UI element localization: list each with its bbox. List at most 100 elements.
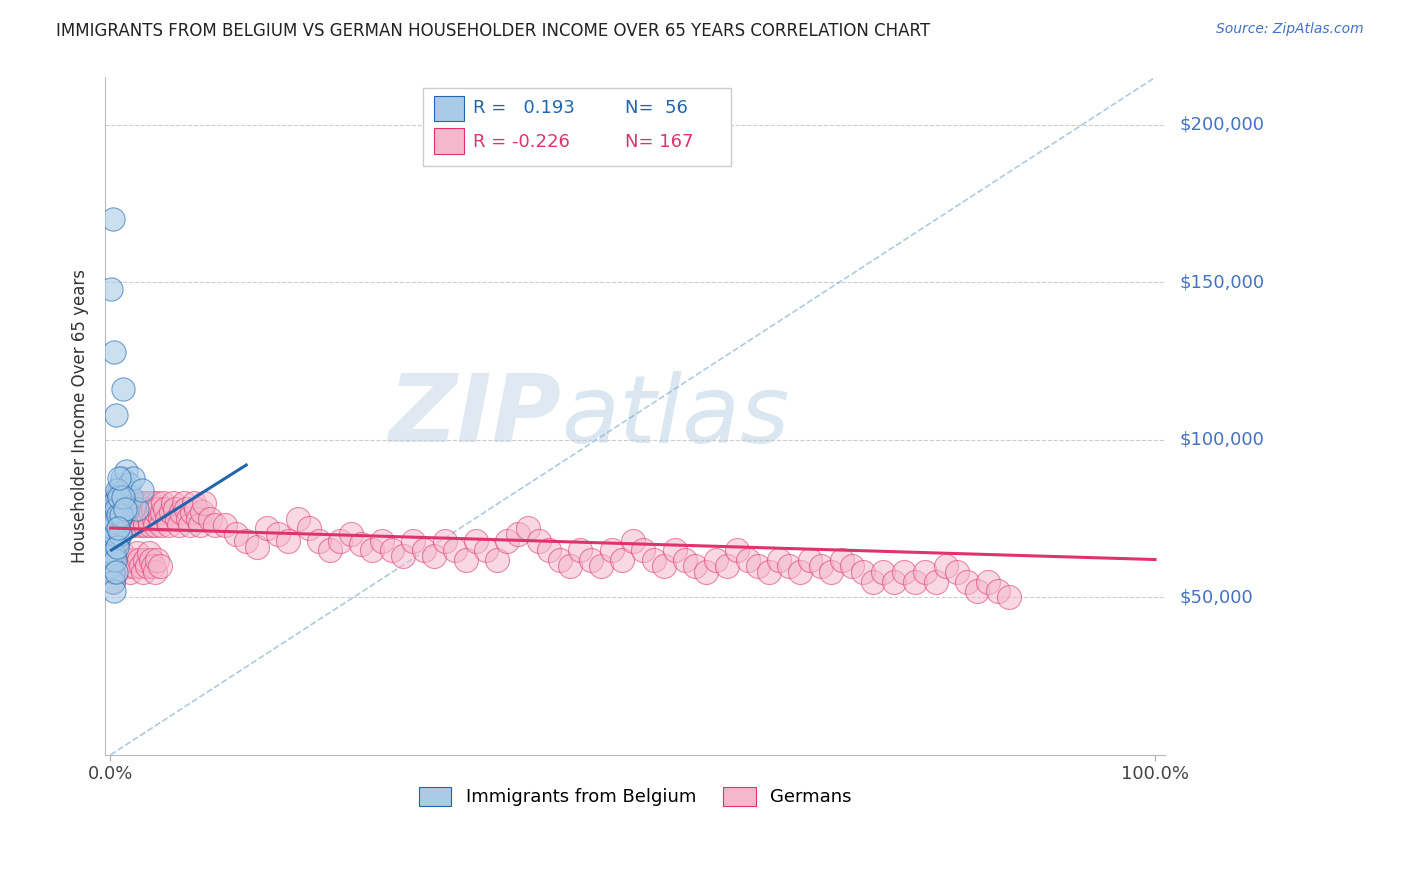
Point bbox=[107, 483, 129, 498]
Point bbox=[966, 584, 988, 599]
Point bbox=[214, 517, 236, 532]
Y-axis label: Householder Income Over 65 years: Householder Income Over 65 years bbox=[72, 269, 89, 563]
Point bbox=[841, 558, 863, 573]
Point bbox=[177, 511, 200, 525]
Point bbox=[146, 496, 169, 510]
Point bbox=[117, 511, 139, 525]
Point bbox=[107, 470, 129, 484]
Point bbox=[120, 496, 142, 510]
Point bbox=[110, 508, 132, 523]
Point bbox=[506, 527, 529, 541]
Point bbox=[820, 565, 842, 579]
Point bbox=[100, 558, 122, 573]
Point bbox=[129, 505, 152, 519]
Text: $200,000: $200,000 bbox=[1180, 116, 1264, 134]
Point bbox=[103, 502, 125, 516]
Point bbox=[108, 496, 131, 510]
Point bbox=[277, 533, 299, 548]
Point bbox=[114, 505, 136, 519]
Point bbox=[716, 558, 738, 573]
Point bbox=[111, 470, 134, 484]
Point bbox=[127, 502, 149, 516]
Point bbox=[103, 521, 125, 535]
Point bbox=[104, 515, 127, 529]
Point bbox=[135, 505, 157, 519]
Point bbox=[120, 565, 142, 579]
Point bbox=[105, 483, 128, 498]
Point bbox=[120, 490, 142, 504]
Point bbox=[149, 517, 172, 532]
Point bbox=[235, 533, 257, 548]
Point bbox=[125, 502, 148, 516]
Point bbox=[115, 552, 138, 566]
Point bbox=[402, 533, 425, 548]
Point bbox=[174, 502, 197, 516]
Point bbox=[112, 558, 135, 573]
Text: Source: ZipAtlas.com: Source: ZipAtlas.com bbox=[1216, 22, 1364, 37]
Point bbox=[517, 521, 540, 535]
Point bbox=[945, 565, 967, 579]
Point bbox=[107, 490, 129, 504]
Point bbox=[107, 552, 129, 566]
Point bbox=[101, 212, 124, 227]
Point bbox=[115, 464, 138, 478]
Point bbox=[643, 552, 665, 566]
Point bbox=[173, 496, 195, 510]
Point bbox=[105, 540, 128, 554]
Point bbox=[475, 543, 498, 558]
Point bbox=[138, 511, 160, 525]
Point bbox=[111, 511, 134, 525]
Point bbox=[115, 502, 138, 516]
Point bbox=[153, 502, 176, 516]
Point bbox=[128, 552, 150, 566]
Point bbox=[160, 505, 183, 519]
Point bbox=[157, 517, 180, 532]
Point bbox=[914, 565, 936, 579]
Point bbox=[591, 558, 613, 573]
Point bbox=[180, 505, 202, 519]
Text: R =   0.193: R = 0.193 bbox=[472, 100, 575, 118]
Point bbox=[569, 543, 592, 558]
Point bbox=[423, 549, 446, 564]
Point bbox=[191, 505, 214, 519]
Point bbox=[103, 543, 125, 558]
Point bbox=[122, 511, 145, 525]
Text: R = -0.226: R = -0.226 bbox=[472, 133, 569, 151]
Point bbox=[101, 546, 124, 560]
Point bbox=[319, 543, 342, 558]
Point bbox=[725, 543, 748, 558]
Point bbox=[612, 552, 634, 566]
Point bbox=[831, 552, 853, 566]
Point bbox=[851, 565, 873, 579]
Point bbox=[122, 470, 145, 484]
Point bbox=[148, 558, 170, 573]
Point bbox=[124, 558, 146, 573]
Point bbox=[862, 574, 884, 589]
Point bbox=[904, 574, 927, 589]
Point bbox=[136, 558, 159, 573]
Point bbox=[165, 502, 187, 516]
Point bbox=[110, 477, 132, 491]
Point bbox=[412, 543, 434, 558]
Point bbox=[956, 574, 979, 589]
Point bbox=[179, 517, 201, 532]
Point bbox=[131, 496, 153, 510]
Point bbox=[381, 543, 404, 558]
Point bbox=[129, 558, 152, 573]
Point bbox=[339, 527, 361, 541]
Point bbox=[139, 517, 162, 532]
Point bbox=[143, 565, 166, 579]
Point bbox=[100, 281, 122, 295]
Point bbox=[737, 552, 759, 566]
Point bbox=[152, 496, 174, 510]
Point bbox=[392, 549, 415, 564]
Point bbox=[704, 552, 727, 566]
Text: IMMIGRANTS FROM BELGIUM VS GERMAN HOUSEHOLDER INCOME OVER 65 YEARS CORRELATION C: IMMIGRANTS FROM BELGIUM VS GERMAN HOUSEH… bbox=[56, 22, 931, 40]
Point bbox=[184, 502, 207, 516]
Point bbox=[621, 533, 644, 548]
Point bbox=[134, 517, 156, 532]
Point bbox=[371, 533, 394, 548]
Point bbox=[977, 574, 1000, 589]
Point bbox=[298, 521, 321, 535]
Text: atlas: atlas bbox=[561, 371, 789, 462]
